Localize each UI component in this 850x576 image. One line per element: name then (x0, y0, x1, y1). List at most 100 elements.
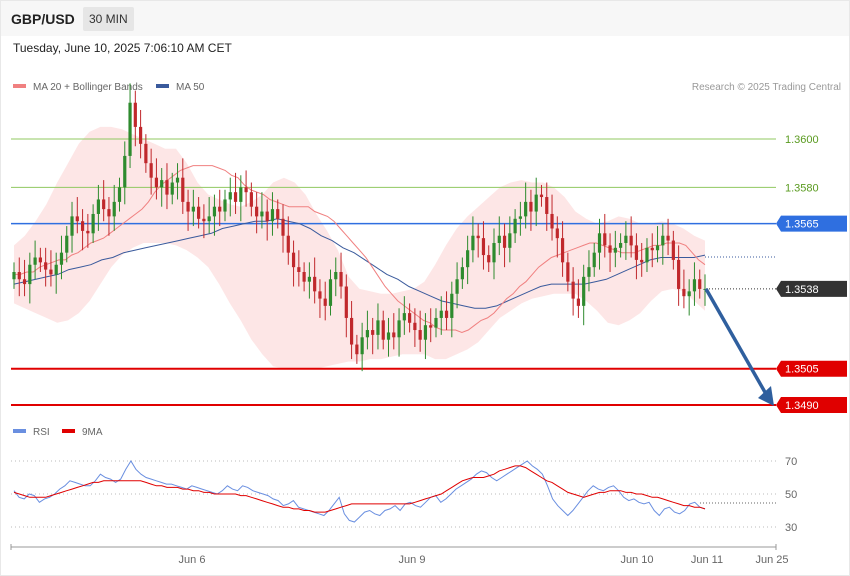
candle-body (144, 143, 148, 164)
candle-body (218, 206, 222, 212)
candle-body (86, 230, 90, 234)
candle-body (313, 276, 317, 292)
forecast-arrow-shaft (704, 288, 768, 395)
candle-body (191, 206, 195, 212)
ma50-line (13, 218, 706, 309)
timeframe-badge[interactable]: 30 MIN (83, 7, 134, 31)
forecast-arrow-head (758, 386, 774, 406)
legend-label: MA 50 (176, 82, 205, 93)
candle-body (112, 201, 116, 217)
candle-body (608, 245, 612, 253)
candle-body (244, 187, 248, 193)
candle-body (75, 216, 79, 222)
rsi-tick-label: 30 (785, 522, 797, 534)
candle-body (402, 313, 406, 321)
level-label-pivot: 1.3565 (785, 219, 819, 231)
candle-body (223, 199, 227, 212)
candle-body (497, 235, 501, 243)
candle-body (339, 272, 343, 287)
candle-body (281, 218, 285, 236)
candle-body (703, 288, 707, 290)
candle-body (318, 291, 322, 299)
candle-body (629, 235, 633, 246)
candle-body (671, 240, 675, 260)
candle-body (529, 201, 533, 212)
candle-body (666, 235, 670, 241)
candle-body (260, 211, 264, 217)
timestamp: Tuesday, June 10, 2025 7:06:10 AM CET (13, 41, 232, 55)
candle-body (371, 330, 375, 335)
candle-body (17, 272, 21, 280)
candle-body (276, 209, 280, 219)
candle-body (698, 279, 702, 289)
candle-body (429, 325, 433, 328)
candle-body (392, 332, 396, 338)
level-tag-current (776, 280, 847, 297)
candle-body (80, 221, 85, 231)
candle-body (655, 245, 660, 251)
candle-body (12, 272, 16, 280)
candle-body (28, 264, 32, 285)
candle-body (550, 213, 554, 229)
x-tick-label: Jun 11 (691, 554, 723, 566)
candle-body (70, 216, 74, 236)
candle-body (149, 163, 153, 178)
legend-swatch (13, 84, 26, 88)
candle-body (481, 238, 486, 256)
candle-body (597, 233, 602, 253)
rsi-tick-label: 70 (785, 456, 797, 468)
candle-body (418, 330, 422, 340)
candle-body (302, 272, 306, 282)
level-tag-pivot (776, 215, 847, 232)
candle-body (476, 235, 480, 239)
candle-body (96, 199, 100, 214)
candle-body (138, 126, 143, 144)
candle-body (466, 250, 470, 268)
candle-body (587, 267, 591, 277)
legend-label: 9MA (82, 427, 103, 438)
candle-body (175, 177, 180, 183)
candle-body (619, 242, 623, 248)
candle-body (154, 177, 159, 188)
candle-body (291, 252, 296, 268)
candle-body (539, 194, 544, 198)
candle-body (239, 187, 243, 202)
candle-body (534, 194, 538, 212)
candle-body (613, 247, 617, 253)
candle-body (555, 228, 559, 239)
ma20-line (14, 165, 706, 334)
candle-body (54, 264, 58, 275)
candle-body (692, 279, 697, 292)
candle-body (49, 269, 53, 275)
candle-body (571, 281, 575, 299)
candle-body (160, 180, 164, 188)
candle-body (91, 213, 95, 234)
candle-body (545, 197, 549, 214)
candle-body (487, 255, 491, 263)
candle-body (233, 192, 238, 202)
level-tag-support (776, 360, 847, 377)
candle-body (228, 192, 232, 200)
candle-body (133, 102, 137, 127)
candle-body (624, 235, 628, 243)
level-label-support: 1.3505 (785, 364, 819, 376)
candle-body (270, 209, 275, 222)
candle-body (386, 332, 391, 340)
candle-body (650, 247, 654, 251)
candle-body (117, 187, 122, 202)
candle-body (502, 235, 507, 248)
candle-body (560, 238, 565, 263)
rsi-legend: RSI 9MA (13, 427, 103, 438)
candle-body (33, 257, 37, 265)
candle-body (376, 320, 380, 335)
x-tick-label: Jun 10 (620, 554, 653, 566)
x-tick-label: Jun 6 (179, 554, 206, 566)
candle-body (687, 291, 691, 297)
candle-body (102, 199, 106, 210)
x-tick-label: Jun 25 (755, 554, 788, 566)
candle-body (128, 102, 132, 156)
candle-body (661, 235, 665, 246)
candle-body (455, 279, 459, 294)
candle-body (524, 201, 528, 217)
bollinger-band (14, 126, 705, 369)
